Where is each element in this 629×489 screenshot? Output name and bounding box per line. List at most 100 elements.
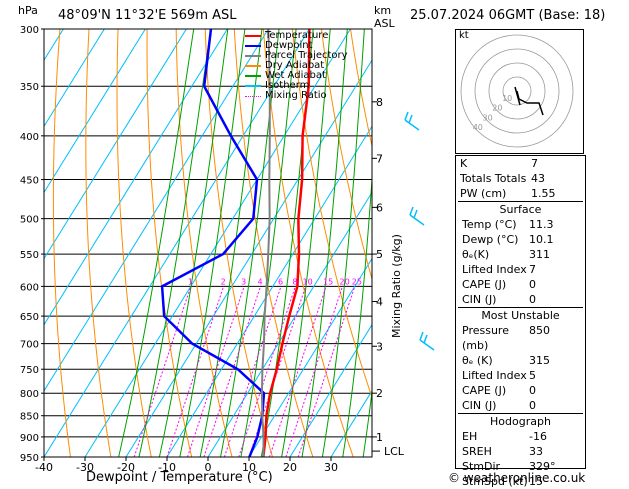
pressure-tick-label: 950 (20, 453, 39, 464)
surface-label: Dewp (°C) (462, 233, 519, 246)
wet-adiabat-line (301, 29, 348, 457)
wet-adiabat-line (138, 29, 212, 457)
most-unstable-section: Most Unstable Pressure (mb) 850 θₑ (K) 315 L… (458, 307, 583, 413)
most-unstable-label: CIN (J) (462, 399, 497, 412)
hodograph-index-row: StmSpd (kt) 15 (458, 474, 583, 489)
copyright-text: © weatheronline.co.uk (448, 471, 586, 485)
isotherm-line (44, 29, 310, 457)
surface-value: 10.1 (529, 233, 554, 246)
legend-swatch (245, 75, 261, 77)
legend-label: Isotherm (265, 80, 310, 91)
isotherm-line (44, 29, 269, 392)
indices-general: K 7 Totals Totals 43 PW (cm) 1.55 (456, 156, 585, 201)
legend-item: Parcel Trajectory (245, 51, 348, 61)
dry-adiabat-line (583, 29, 629, 457)
mixing-ratio-label: 1 (188, 277, 193, 286)
hodograph-index-row: SREH 33 (458, 444, 583, 459)
surface-title: Surface (499, 203, 542, 216)
hodograph-index-label: StmSpd (kt) (462, 475, 528, 488)
km-axis-label: km (374, 4, 392, 17)
mixing-ratio-axis-label: Mixing Ratio (g/kg) (390, 234, 403, 338)
pressure-tick-label: 750 (20, 365, 39, 376)
wet-adiabat-line (179, 29, 246, 457)
mixing-ratio-label: 2 (221, 277, 226, 286)
index-value: 1.55 (531, 187, 556, 200)
temperature-tick-label: -10 (158, 461, 176, 474)
series-parcel-trajectory (260, 29, 271, 457)
hodograph-kt-label: kt (459, 30, 469, 41)
index-label: Totals Totals (460, 172, 527, 185)
legend-item: Temperature (245, 31, 348, 41)
pressure-tick-label: 400 (20, 132, 39, 143)
most-unstable-row: CIN (J) 0 (458, 398, 583, 413)
isotherm-line (289, 323, 372, 457)
legend-item: Wet Adiabat (245, 71, 348, 81)
most-unstable-row: Pressure (mb) 850 (458, 323, 583, 353)
mixing-ratio-line (166, 286, 225, 457)
wet-adiabat-line (362, 387, 372, 457)
legend-swatch (245, 95, 261, 97)
asl-axis-label: ASL (374, 17, 395, 30)
isotherm-line (207, 191, 372, 457)
km-tick-label: 8 (376, 96, 383, 109)
index-value: 43 (531, 172, 545, 185)
surface-label: Temp (°C) (462, 218, 517, 231)
index-label: PW (cm) (460, 187, 507, 200)
legend-swatch (245, 45, 261, 47)
pressure-tick-label: 650 (20, 312, 39, 323)
temperature-tick-label: 30 (324, 461, 338, 474)
hodograph-ring-label: 10 (502, 94, 512, 103)
most-unstable-label: CAPE (J) (462, 384, 507, 397)
legend-label: Dry Adiabat (265, 60, 325, 71)
pressure-tick-label: 850 (20, 412, 39, 423)
surface-value: 7 (529, 263, 536, 276)
mixing-ratio-line (269, 286, 327, 457)
mixing-ratio-label: 15 (323, 277, 333, 286)
hodograph-ring (502, 76, 532, 106)
dry-adiabat-line (116, 29, 152, 457)
isotherm-line (44, 29, 146, 194)
surface-value: 311 (529, 248, 550, 261)
km-tick-label: 4 (376, 296, 383, 309)
date-title: 25.07.2024 06GMT (Base: 18) (410, 8, 606, 23)
hodograph-ring-label: 20 (492, 104, 502, 113)
temperature-tick-label: -20 (117, 461, 135, 474)
legend-label: Dewpoint (265, 40, 313, 51)
wet-adiabat-line (321, 29, 365, 457)
wet-adiabat-line (118, 29, 195, 457)
surface-value: 0 (529, 278, 536, 291)
pressure-tick-label: 450 (20, 176, 39, 187)
surface-row: Temp (°C) 11.3 (458, 217, 583, 232)
wet-adiabat-line (158, 29, 229, 457)
most-unstable-value: 0 (529, 399, 536, 412)
legend-item: Dewpoint (245, 41, 348, 51)
most-unstable-label: θₑ (K) (462, 354, 493, 367)
legend: Temperature Dewpoint Parcel Trajectory Dry … (245, 31, 348, 101)
mixing-ratio-label: 20 (339, 277, 349, 286)
surface-row: θₑ(K) 311 (458, 247, 583, 262)
hodograph-index-value: 329° (529, 460, 556, 473)
temperature-tick-label: 0 (205, 461, 212, 474)
most-unstable-value: 315 (529, 354, 550, 367)
wet-adiabat-line (220, 29, 280, 457)
dry-adiabat-line (612, 29, 629, 457)
km-tick-label: 2 (376, 387, 383, 400)
surface-label: CAPE (J) (462, 278, 507, 291)
indices-panel: K 7 Totals Totals 43 PW (cm) 1.55 Surface Tem… (455, 155, 586, 488)
wet-adiabat-line (281, 29, 331, 457)
storm-motion-arrow (514, 86, 521, 106)
most-unstable-value: 5 (529, 369, 536, 382)
mixing-ratio-line (297, 286, 356, 457)
mixing-ratio-label: 10 (303, 277, 313, 286)
wind-barb-icon (409, 206, 425, 226)
isotherm-line (125, 59, 372, 457)
dry-adiabat-line (320, 29, 372, 281)
mixing-ratio-label: 25 (352, 277, 362, 286)
wet-adiabat-line (342, 172, 372, 457)
hodograph-index-value: 33 (529, 445, 543, 458)
wind-barb-icon (404, 111, 420, 131)
dry-adiabat-line (233, 29, 314, 457)
legend-item: Isotherm (245, 81, 348, 91)
